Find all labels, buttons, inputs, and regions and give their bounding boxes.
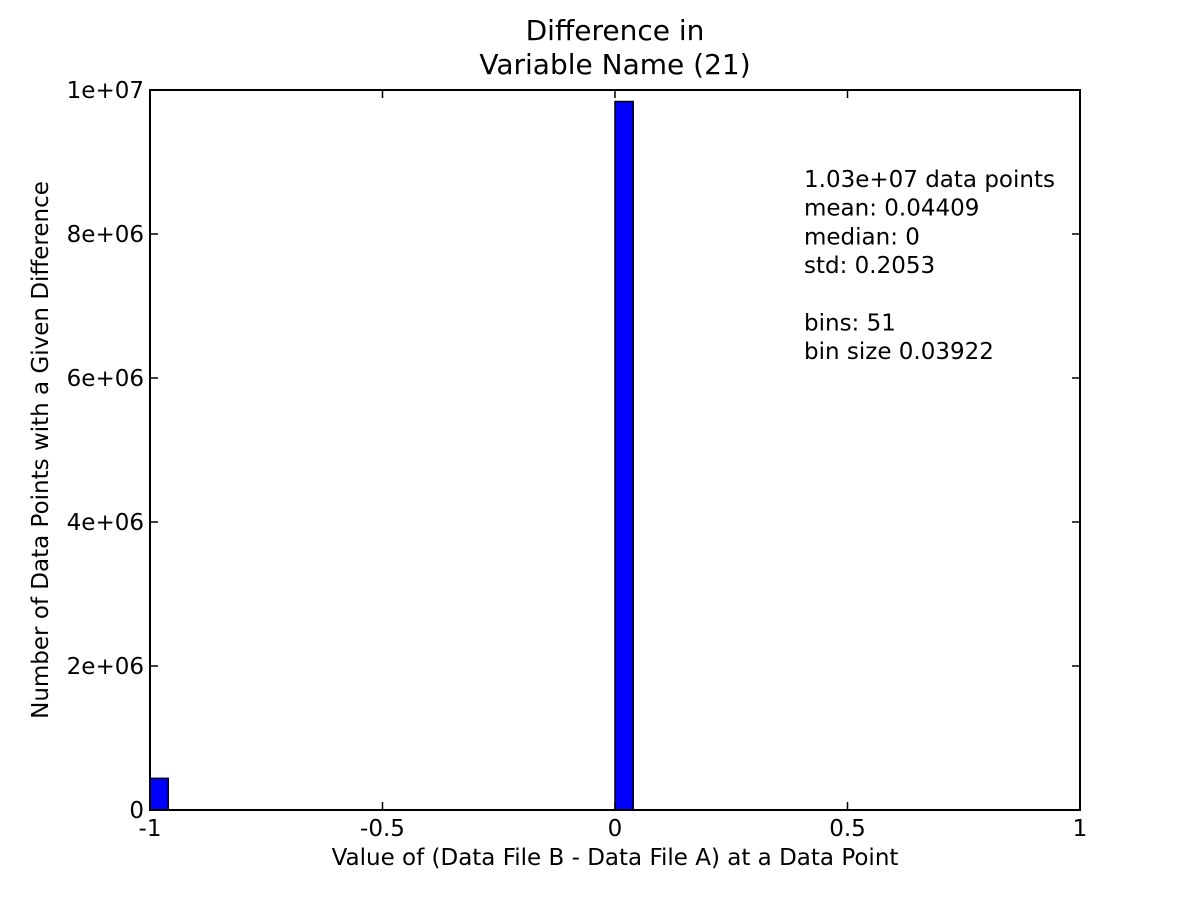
stats-line: median: 0 xyxy=(804,224,920,250)
y-tick-label: 4e+06 xyxy=(67,510,144,536)
x-tick-label: 0.5 xyxy=(829,816,866,842)
y-tick-label: 2e+06 xyxy=(67,654,144,680)
bars-group xyxy=(149,100,634,811)
x-tick-label: 1 xyxy=(1073,816,1088,842)
y-tick-label: 0 xyxy=(129,798,144,824)
x-tick-label: 0 xyxy=(608,816,623,842)
stats-annotation: 1.03e+07 data points mean: 0.04409median:… xyxy=(804,167,1055,365)
chart-title-line-2: Variable Name (21) xyxy=(479,48,750,81)
x-axis-label: Value of (Data File B - Data File A) at … xyxy=(332,845,899,871)
stats-line: 1.03e+07 data points xyxy=(804,167,1055,193)
x-tick-label: -1 xyxy=(139,816,162,842)
y-tick-label: 6e+06 xyxy=(67,366,144,392)
stats-line: bins: 51 xyxy=(804,311,896,337)
y-axis-label: Number of Data Points with a Given Diffe… xyxy=(28,181,54,719)
histogram-bar xyxy=(149,777,169,811)
ticks-group: -1 -0.5 0 0.5 1 0 2e+06 4e+06 6e+06 8e+06 1e+07 xyxy=(67,78,1088,842)
y-tick-label: 8e+06 xyxy=(67,222,144,248)
stats-line: bin size 0.03922 xyxy=(804,339,994,365)
histogram-bar xyxy=(614,100,634,811)
x-tick-label: -0.5 xyxy=(360,816,405,842)
stats-line: std: 0.2053 xyxy=(804,253,935,279)
chart-title-line-1: Difference in xyxy=(526,14,705,47)
stats-line: mean: 0.04409 xyxy=(804,196,979,222)
y-tick-label: 1e+07 xyxy=(67,78,144,104)
